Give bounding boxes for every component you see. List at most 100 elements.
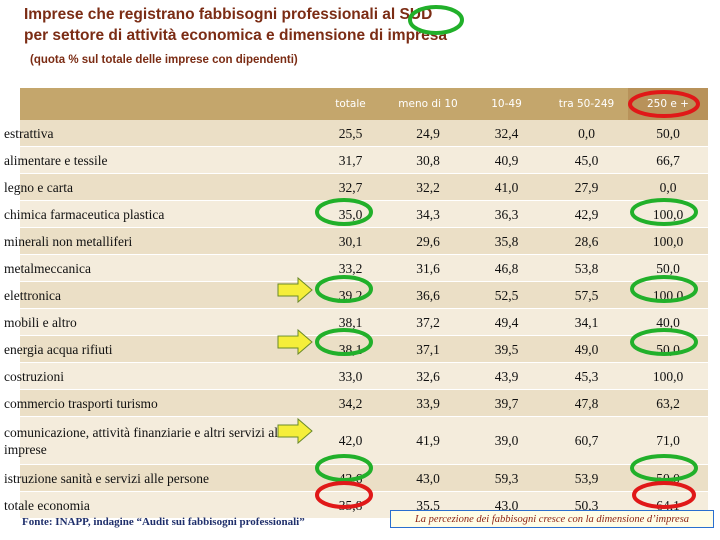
- cell-value: 31,7: [338, 152, 363, 168]
- cell-value: 50,0: [656, 260, 680, 276]
- column-header: 250 e +: [647, 98, 689, 110]
- cell-value: 0,0: [659, 179, 677, 195]
- subtitle: (quota % sul totale delle imprese con di…: [30, 54, 298, 66]
- cell-value: 40,9: [494, 152, 519, 168]
- cell-value: 39,2: [338, 287, 363, 303]
- cell-value: 66,7: [656, 152, 680, 168]
- row-label: legno e carta: [4, 180, 73, 195]
- cell-value: 0,0: [578, 125, 595, 141]
- cell-value: 37,1: [416, 341, 440, 357]
- cell-value: 59,3: [494, 470, 519, 486]
- cell-value: 100,0: [652, 287, 684, 303]
- table-row: [20, 390, 708, 417]
- cell-value: 39,0: [494, 433, 519, 448]
- cell-value: 46,8: [494, 260, 519, 276]
- table-row: [20, 174, 708, 201]
- cell-value: 43,0: [416, 470, 440, 486]
- cell-value: 30,1: [338, 233, 363, 249]
- cell-value: 33,0: [338, 368, 363, 384]
- cell-value: 60,7: [574, 433, 599, 448]
- cell-value: 34,3: [416, 206, 440, 222]
- cell-value: 43,6: [338, 470, 363, 486]
- row-label: metalmeccanica: [4, 261, 91, 276]
- cell-value: 32,2: [416, 179, 440, 195]
- row-label: elettronica: [4, 288, 61, 303]
- title-line: Imprese che registrano fabbisogni profes…: [24, 6, 433, 23]
- cell-value: 71,0: [656, 433, 680, 448]
- cell-value: 38,1: [338, 314, 363, 330]
- row-label: minerali non metalliferi: [4, 234, 133, 249]
- cell-value: 49,0: [574, 341, 599, 357]
- column-header: 10-49: [491, 98, 522, 110]
- cell-value: 24,9: [416, 125, 440, 141]
- cell-value: 29,6: [416, 233, 440, 249]
- cell-value: 37,2: [416, 314, 440, 330]
- title-line: per settore di attività economica e dime…: [24, 27, 447, 44]
- cell-value: 47,8: [574, 395, 599, 411]
- cell-value: 35,8: [338, 497, 363, 513]
- table-row: [20, 363, 708, 390]
- cell-value: 41,9: [416, 433, 440, 448]
- cell-value: 36,6: [416, 287, 440, 303]
- column-header: meno di 10: [398, 98, 458, 110]
- row-label: commercio trasporti turismo: [4, 396, 158, 411]
- cell-value: 49,4: [494, 314, 519, 330]
- cell-value: 100,0: [652, 368, 684, 384]
- cell-value: 53,8: [574, 260, 599, 276]
- cell-value: 35,5: [416, 497, 440, 513]
- row-label: comunicazione, attività finanziarie e al…: [4, 425, 288, 457]
- cell-value: 36,3: [494, 206, 519, 222]
- cell-value: 42,0: [338, 433, 363, 448]
- header-row: [20, 88, 708, 120]
- cell-value: 25,5: [338, 125, 363, 141]
- cell-value: 100,0: [652, 206, 684, 222]
- cell-value: 39,7: [494, 395, 519, 411]
- column-header: tra 50-249: [558, 98, 615, 110]
- table-row: [20, 147, 708, 174]
- cell-value: 42,9: [574, 206, 599, 222]
- cell-value: 31,6: [416, 260, 440, 276]
- cell-value: 35,0: [338, 206, 363, 222]
- row-label: estrattiva: [4, 126, 54, 141]
- cell-value: 35,8: [494, 233, 519, 249]
- row-label: totale economia: [4, 498, 90, 513]
- cell-value: 32,7: [338, 179, 363, 195]
- row-label: costruzioni: [4, 369, 64, 384]
- cell-value: 32,6: [416, 368, 440, 384]
- cell-value: 27,9: [574, 179, 599, 195]
- cell-value: 34,2: [338, 395, 363, 411]
- cell-value: 63,2: [656, 395, 680, 411]
- cell-value: 28,6: [574, 233, 599, 249]
- cell-value: 41,0: [494, 179, 519, 195]
- cell-value: 32,4: [494, 125, 519, 141]
- cell-value: 39,5: [494, 341, 519, 357]
- cell-value: 50,3: [574, 497, 599, 513]
- row-label: energia acqua rifiuti: [4, 342, 113, 357]
- cell-value: 43,9: [494, 368, 519, 384]
- source-note: Fonte: INAPP, indagine “Audit sui fabbis…: [22, 516, 305, 528]
- callout: La percezione dei fabbisogni cresce con …: [390, 510, 714, 528]
- cell-value: 40,0: [656, 314, 680, 330]
- cell-value: 38,1: [338, 341, 363, 357]
- cell-value: 53,9: [574, 470, 599, 486]
- cell-value: 33,9: [416, 395, 440, 411]
- row-label: mobili e altro: [4, 315, 77, 330]
- cell-value: 57,5: [574, 287, 599, 303]
- cell-value: 45,0: [574, 152, 599, 168]
- cell-value: 30,8: [416, 152, 440, 168]
- cell-value: 45,3: [574, 368, 599, 384]
- column-header: totale: [335, 98, 366, 110]
- cell-value: 100,0: [652, 233, 684, 249]
- cell-value: 50,0: [656, 470, 680, 486]
- cell-value: 34,1: [574, 314, 599, 330]
- cell-value: 43,0: [494, 497, 519, 513]
- row-label: alimentare e tessile: [4, 153, 108, 168]
- row-label: chimica farmaceutica plastica: [4, 207, 165, 222]
- table-row: [20, 228, 708, 255]
- row-label: istruzione sanità e servizi alle persone: [4, 471, 210, 486]
- cell-value: 50,0: [656, 125, 680, 141]
- cell-value: 52,5: [494, 287, 519, 303]
- table-row: [20, 120, 708, 147]
- cell-value: 33,2: [338, 260, 363, 276]
